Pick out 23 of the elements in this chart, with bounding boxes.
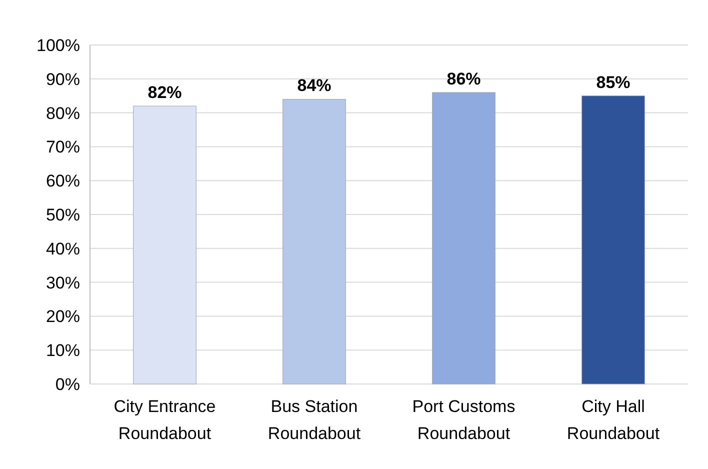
y-tick-label: 40% bbox=[46, 239, 80, 258]
data-label: 84% bbox=[297, 76, 332, 96]
bar bbox=[282, 98, 346, 384]
y-tick-label: 30% bbox=[46, 273, 80, 292]
y-tick-label: 20% bbox=[46, 307, 80, 326]
x-tick-label: City Entrance Roundabout bbox=[114, 397, 216, 443]
y-tick-label: 60% bbox=[46, 172, 80, 191]
y-tick-label: 90% bbox=[46, 70, 80, 89]
y-tick-label: 50% bbox=[46, 205, 80, 224]
data-label: 82% bbox=[148, 83, 182, 102]
y-tick-label: 10% bbox=[46, 341, 80, 360]
bar bbox=[133, 106, 196, 384]
y-tick-label: 0% bbox=[55, 374, 80, 394]
data-label: 85% bbox=[596, 72, 630, 92]
x-tick-label: City Hall Roundabout bbox=[566, 397, 660, 443]
x-tick-label: Port Customs Roundabout bbox=[412, 397, 516, 443]
x-tick-label: Bus Station Roundabout bbox=[268, 397, 361, 443]
bar bbox=[582, 96, 645, 384]
bar bbox=[432, 92, 496, 384]
y-tick-label: 100% bbox=[36, 36, 80, 55]
y-tick-label: 80% bbox=[46, 104, 80, 123]
data-label: 86% bbox=[446, 69, 481, 88]
y-tick-label: 70% bbox=[46, 138, 80, 157]
